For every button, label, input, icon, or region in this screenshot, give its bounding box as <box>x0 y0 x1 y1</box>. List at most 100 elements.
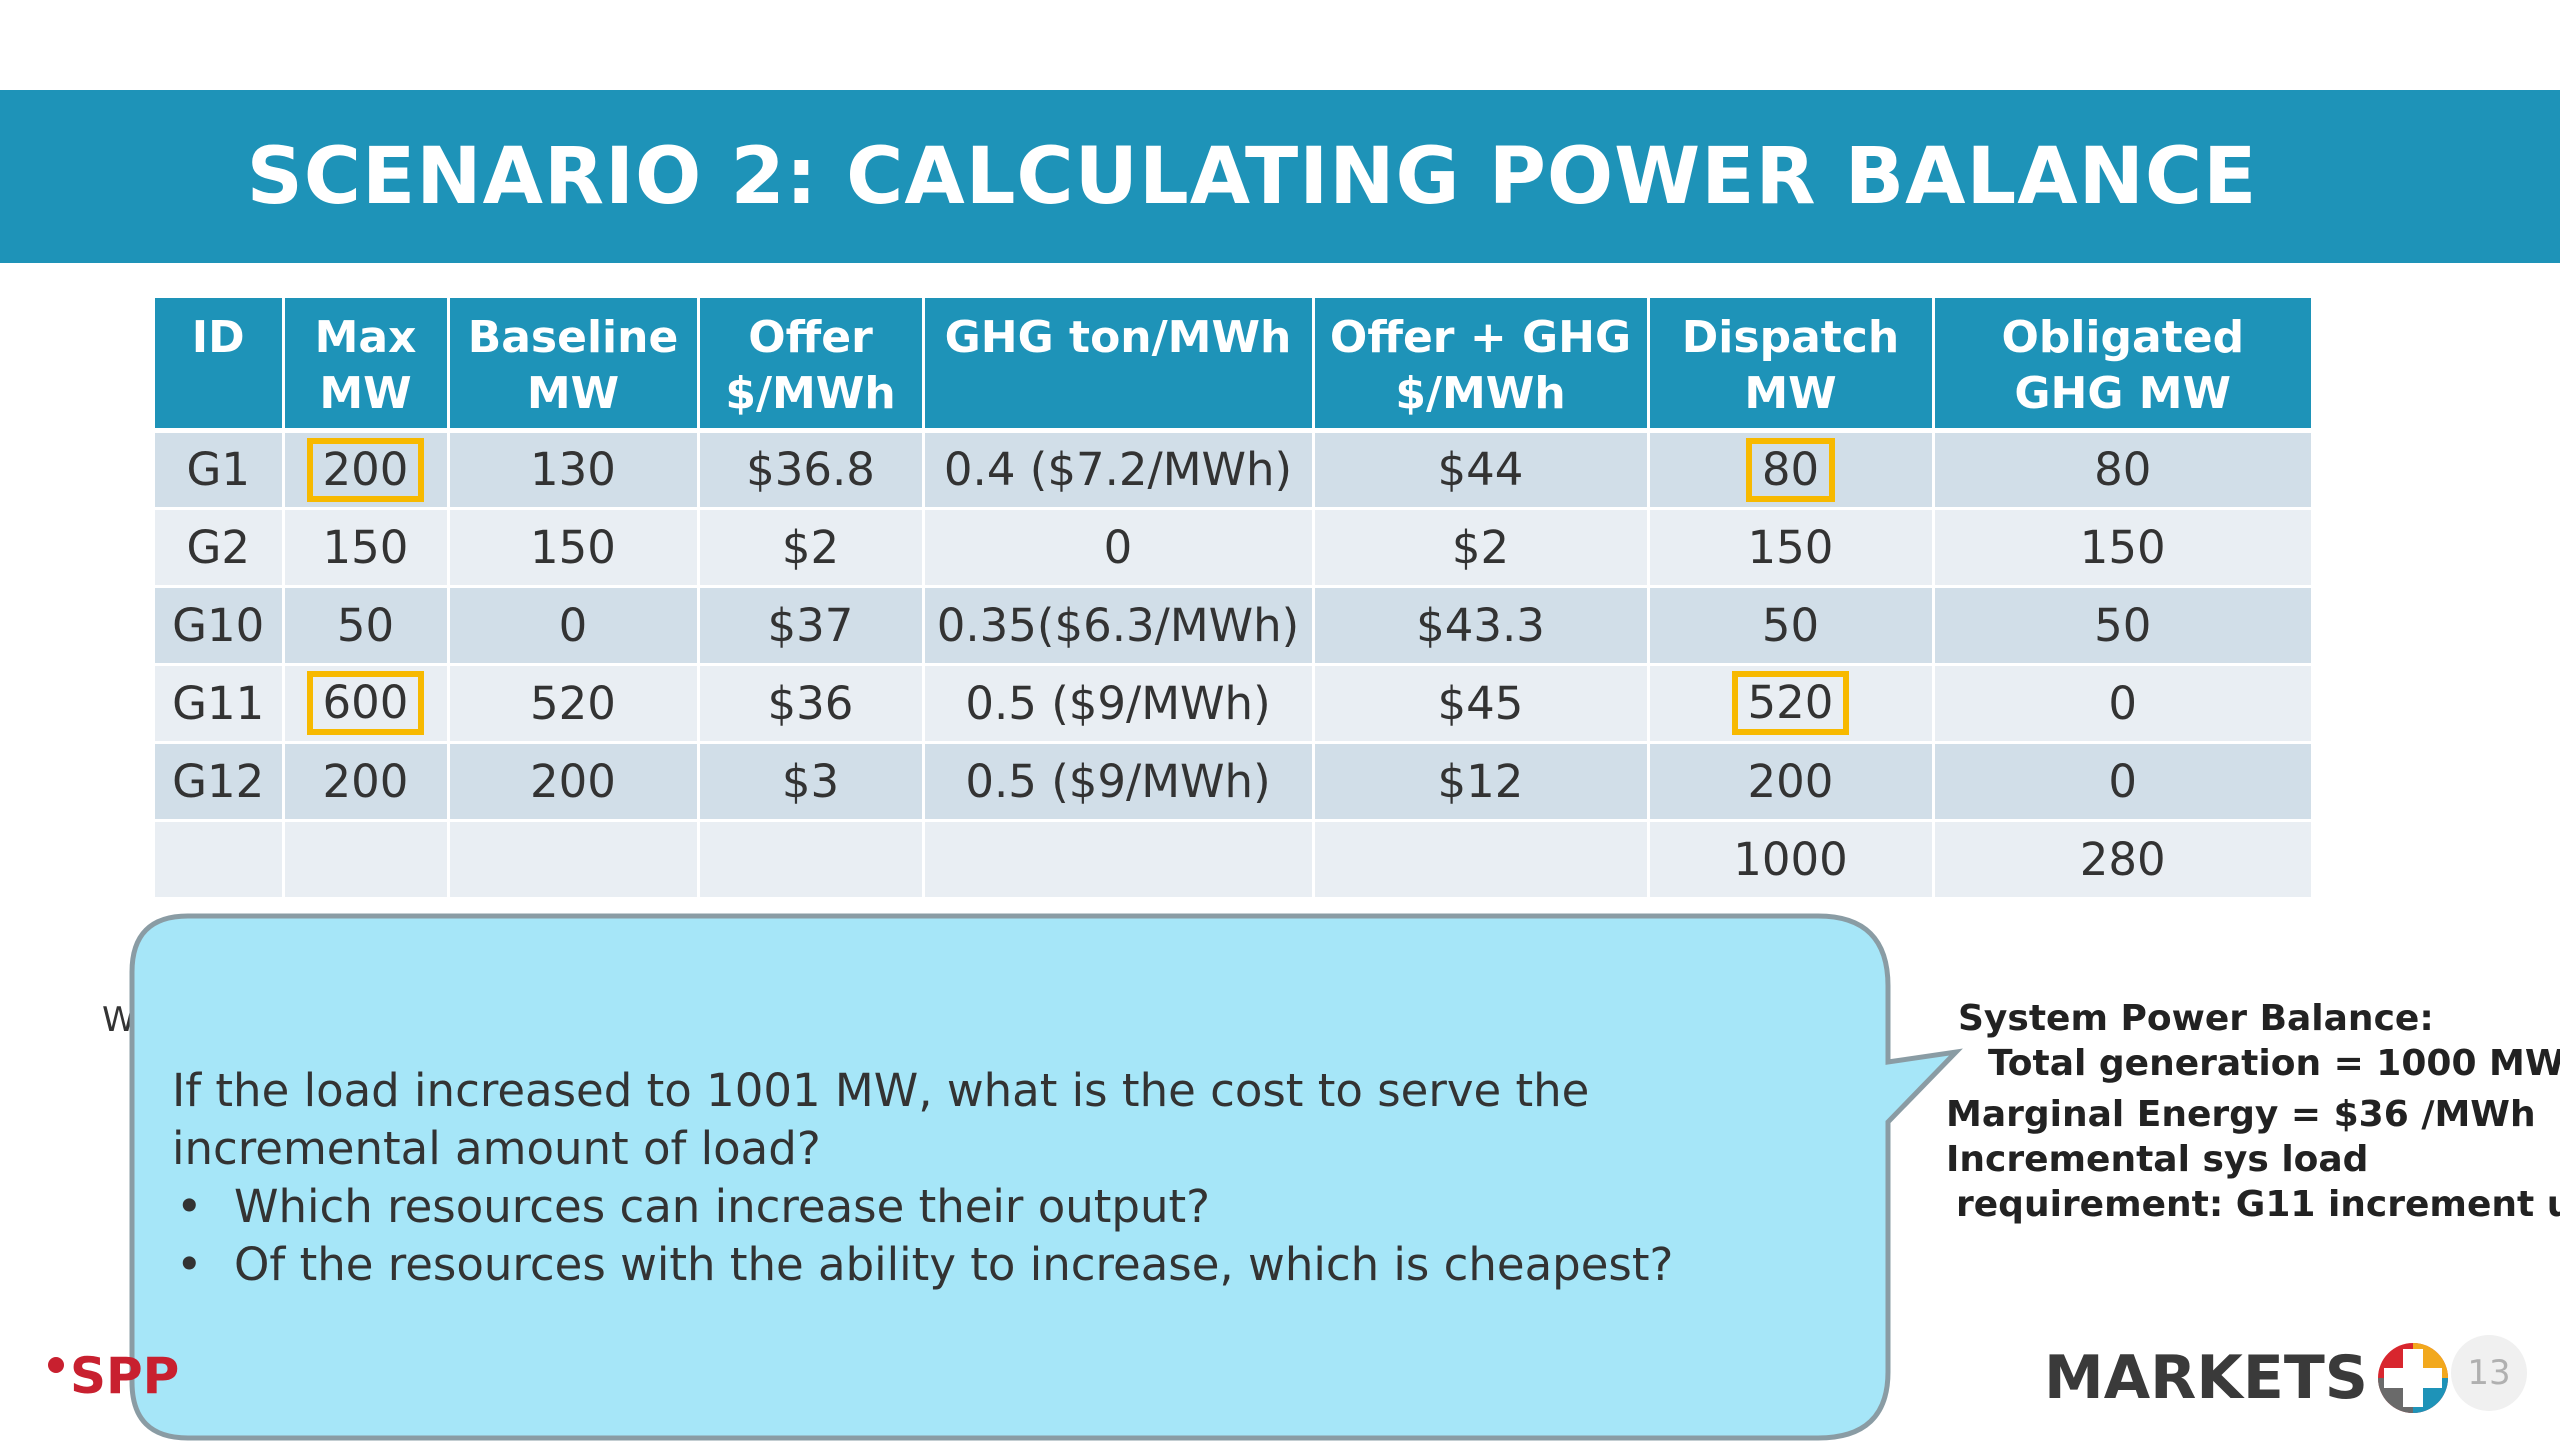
cell-max-mw: 200 <box>283 742 450 822</box>
header-baseline-line2: MW <box>526 368 620 419</box>
header-obligated-line2: GHG MW <box>2014 368 2232 419</box>
header-obligated: Obligated GHG MW <box>1933 298 2311 433</box>
spp-logo: SPP <box>48 1346 179 1406</box>
header-offer-line2: $/MWh <box>725 368 896 419</box>
cell-empty <box>448 820 700 900</box>
table-row: G10 50 0 $37 0.35($6.3/MWh) $43.3 50 50 <box>155 586 2311 666</box>
callout-bullet-list: Which resources can increase their outpu… <box>172 1178 1812 1294</box>
cell-offer: $36.8 <box>698 430 925 510</box>
cell-id: G10 <box>155 586 285 666</box>
system-power-balance-note: System Power Balance: Total generation =… <box>1940 996 2560 1227</box>
cell-baseline: 150 <box>448 508 700 588</box>
highlighted-value: 200 <box>306 437 425 502</box>
header-max-mw-line2: MW <box>319 368 412 419</box>
header-dispatch-line2: MW <box>1744 368 1837 419</box>
cell-offer-ghg: $43.3 <box>1313 586 1650 666</box>
cell-empty <box>283 820 450 900</box>
cell-max-mw: 600 <box>283 664 450 744</box>
header-max-mw-line1: Max <box>314 312 417 363</box>
cell-dispatch: 50 <box>1648 586 1935 666</box>
header-dispatch-line1: Dispatch <box>1681 312 1900 363</box>
header-offer-ghg: Offer + GHG $/MWh <box>1313 298 1650 433</box>
cell-empty <box>698 820 925 900</box>
cell-offer: $37 <box>698 586 925 666</box>
cell-offer: $2 <box>698 508 925 588</box>
header-id: ID <box>155 298 285 433</box>
balance-marginal-energy: Marginal Energy = $36 /MWh <box>1946 1094 2536 1135</box>
cell-offer-ghg: $12 <box>1313 742 1650 822</box>
cell-obligated: 150 <box>1933 508 2311 588</box>
total-dispatch: 1000 <box>1648 820 1935 900</box>
cell-offer: $3 <box>698 742 925 822</box>
spp-logo-text: SPP <box>70 1347 180 1405</box>
cell-obligated: 80 <box>1933 430 2311 510</box>
question-callout <box>128 912 1968 1442</box>
plus-logo-icon <box>2377 1343 2448 1413</box>
header-offer: Offer $/MWh <box>698 298 925 433</box>
balance-incremental-load: Incremental sys load <box>1946 1139 2369 1180</box>
callout-text: If the load increased to 1001 MW, what i… <box>172 1062 1812 1294</box>
total-obligated: 280 <box>1933 820 2311 900</box>
cell-empty <box>1313 820 1650 900</box>
cell-offer-ghg: $2 <box>1313 508 1650 588</box>
table-totals-row: 1000 280 <box>155 820 2311 900</box>
header-offer-line1: Offer <box>748 312 873 363</box>
header-offer-ghg-line1: Offer + GHG <box>1329 312 1632 363</box>
cell-ghg: 0.35($6.3/MWh) <box>923 586 1315 666</box>
table-row: G12 200 200 $3 0.5 ($9/MWh) $12 200 0 <box>155 742 2311 822</box>
cell-ghg: 0 <box>923 508 1315 588</box>
balance-heading: System Power Balance: <box>1958 998 2434 1039</box>
header-baseline-line1: Baseline <box>467 312 679 363</box>
highlighted-value: 80 <box>1745 437 1836 502</box>
header-ghg-label: GHG ton/MWh <box>944 312 1292 363</box>
table-row: G1 200 130 $36.8 0.4 ($7.2/MWh) $44 80 8… <box>155 430 2311 510</box>
title-banner: SCENARIO 2: CALCULATING POWER BALANCE <box>0 90 2560 263</box>
table-row: G11 600 520 $36 0.5 ($9/MWh) $45 520 0 <box>155 664 2311 744</box>
header-max-mw: Max MW <box>283 298 450 433</box>
header-offer-ghg-line2: $/MWh <box>1395 368 1566 419</box>
spp-dot-icon <box>48 1357 64 1373</box>
cell-id: G11 <box>155 664 285 744</box>
balance-total-generation: Total generation = 1000 MW <box>1988 1043 2560 1084</box>
highlighted-value: 520 <box>1731 671 1850 735</box>
cell-id: G12 <box>155 742 285 822</box>
cell-id: G2 <box>155 508 285 588</box>
table-header-row: ID Max MW Baseline MW Offer $/MWh GHG ton/M… <box>155 298 2311 433</box>
callout-bullet: Which resources can increase their outpu… <box>172 1178 1812 1236</box>
cell-dispatch: 520 <box>1648 664 1935 744</box>
cell-obligated: 50 <box>1933 586 2311 666</box>
cell-baseline: 130 <box>448 430 700 510</box>
markets-logo-text: MARKETS <box>2044 1343 2368 1413</box>
cell-max-mw: 50 <box>283 586 450 666</box>
header-baseline-mw: Baseline MW <box>448 298 700 433</box>
cell-obligated: 0 <box>1933 664 2311 744</box>
cell-id: G1 <box>155 430 285 510</box>
cell-ghg: 0.5 ($9/MWh) <box>923 742 1315 822</box>
cell-dispatch: 150 <box>1648 508 1935 588</box>
markets-plus-logo: MARKETS <box>2044 1338 2450 1418</box>
highlighted-value: 600 <box>306 671 425 735</box>
cell-offer: $36 <box>698 664 925 744</box>
header-ghg: GHG ton/MWh <box>923 298 1315 433</box>
cell-offer-ghg: $44 <box>1313 430 1650 510</box>
cell-offer-ghg: $45 <box>1313 664 1650 744</box>
balance-requirement: requirement: G11 increment up <box>1956 1184 2560 1225</box>
cell-dispatch: 80 <box>1648 430 1935 510</box>
cell-baseline: 520 <box>448 664 700 744</box>
cell-ghg: 0.4 ($7.2/MWh) <box>923 430 1315 510</box>
callout-bullet: Of the resources with the ability to inc… <box>172 1236 1812 1294</box>
power-balance-table: ID Max MW Baseline MW Offer $/MWh GHG ton/M… <box>155 298 2311 900</box>
cell-max-mw: 150 <box>283 508 450 588</box>
table-row: G2 150 150 $2 0 $2 150 150 <box>155 508 2311 588</box>
cell-obligated: 0 <box>1933 742 2311 822</box>
cell-baseline: 0 <box>448 586 700 666</box>
cell-empty <box>923 820 1315 900</box>
cell-baseline: 200 <box>448 742 700 822</box>
cell-ghg: 0.5 ($9/MWh) <box>923 664 1315 744</box>
cell-max-mw: 200 <box>283 430 450 510</box>
callout-bubble-shape <box>129 913 1963 1441</box>
slide-title: SCENARIO 2: CALCULATING POWER BALANCE <box>246 131 2258 222</box>
header-obligated-line1: Obligated <box>2001 312 2245 363</box>
cell-empty <box>155 820 285 900</box>
cell-dispatch: 200 <box>1648 742 1935 822</box>
